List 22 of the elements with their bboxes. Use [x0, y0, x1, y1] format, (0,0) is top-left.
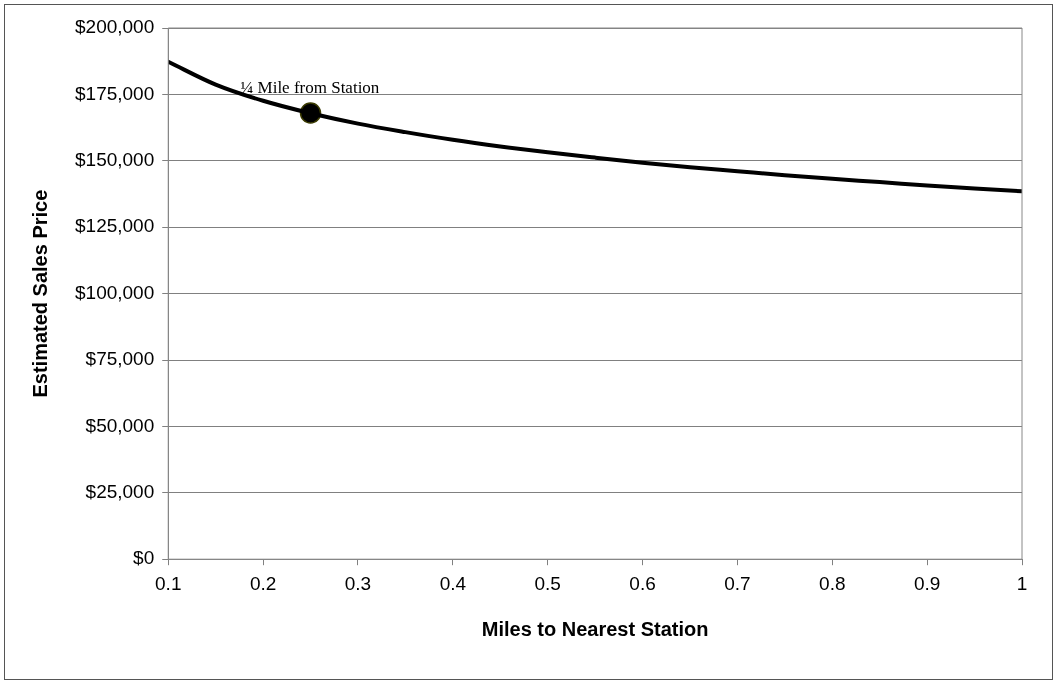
y-axis-title: Estimated Sales Price	[28, 189, 51, 398]
y-tick-label: $125,000	[75, 215, 155, 237]
x-tick-label: 0.6	[629, 572, 656, 594]
x-tick-label: 0.2	[249, 572, 277, 594]
x-tick-label: 0.9	[913, 572, 941, 594]
x-tick-label: 1	[1016, 572, 1028, 594]
x-tick-label: 0.7	[724, 572, 751, 594]
x-tick-label: 0.8	[819, 572, 846, 594]
y-tick-label: $150,000	[75, 149, 155, 171]
y-tick-label: $100,000	[75, 281, 155, 303]
y-tick-label: $0	[133, 547, 155, 569]
y-tick-label: $25,000	[85, 481, 155, 503]
y-tick-label: $50,000	[85, 414, 155, 436]
y-tick-label: $175,000	[75, 82, 155, 104]
y-tick-label: $200,000	[75, 16, 155, 38]
x-tick-label: 0.4	[439, 572, 467, 594]
x-tick-label: 0.1	[155, 572, 182, 594]
x-tick-label: 0.5	[534, 572, 561, 594]
y-tick-label: $75,000	[85, 348, 155, 370]
x-axis-title: Miles to Nearest Station	[481, 617, 709, 640]
x-tick-label: 0.3	[344, 572, 372, 594]
annotation: ¼ Mile from Station	[240, 77, 380, 97]
